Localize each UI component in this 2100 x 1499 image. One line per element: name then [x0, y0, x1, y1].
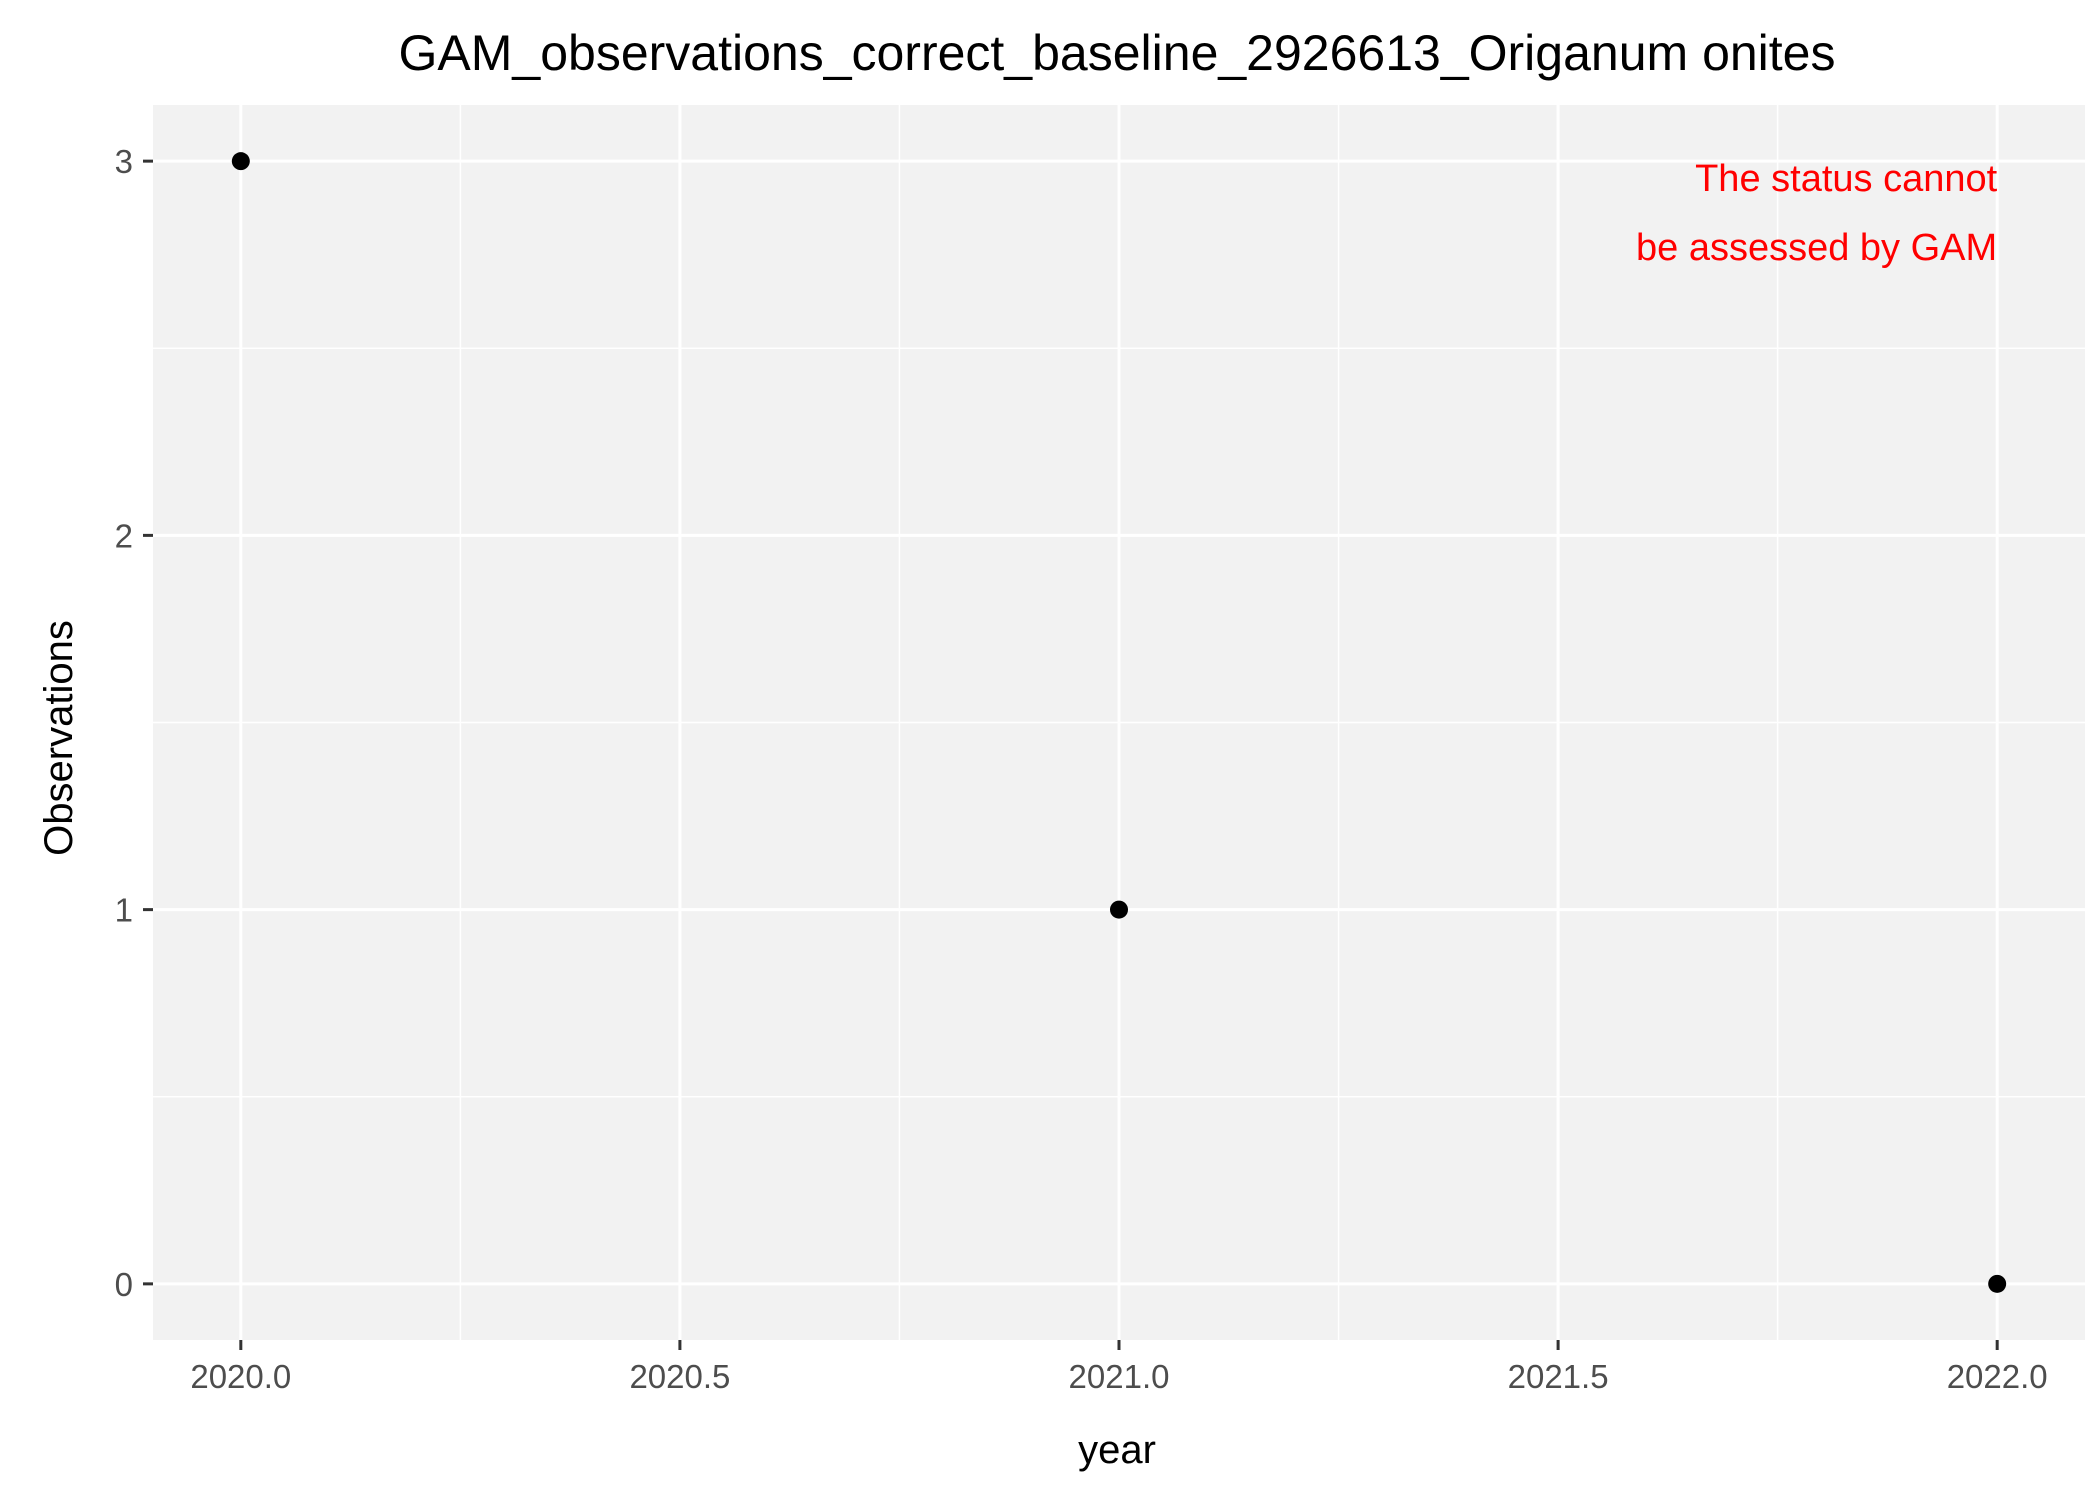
data-point — [231, 152, 250, 171]
x-tick-label: 2022.0 — [1947, 1358, 2048, 1395]
y-tick-label: 0 — [115, 1266, 133, 1303]
chart-title: GAM_observations_correct_baseline_292661… — [399, 25, 1836, 81]
data-point — [1988, 1274, 2007, 1293]
annotation-line: be assessed by GAM — [1636, 227, 1997, 269]
y-axis-label: Observations — [37, 620, 81, 856]
x-tick-label: 2020.0 — [190, 1358, 291, 1395]
x-axis: 2020.0 2020.5 2021.0 2021.5 2022.0 — [190, 1340, 2048, 1395]
major-gridlines — [153, 105, 2085, 1340]
data-points — [231, 152, 2007, 1293]
x-tick-label: 2021.5 — [1508, 1358, 1609, 1395]
y-tick-label: 2 — [115, 517, 133, 554]
status-annotation: The status cannot be assessed by GAM — [1636, 158, 1998, 269]
x-tick-label: 2020.5 — [629, 1358, 730, 1395]
y-tick-label: 1 — [115, 892, 133, 929]
data-point — [1110, 900, 1128, 919]
y-axis: 0 1 2 3 — [115, 143, 153, 1303]
y-tick-label: 3 — [115, 143, 133, 180]
annotation-line: The status cannot — [1695, 158, 1998, 200]
x-tick-label: 2021.0 — [1069, 1358, 1170, 1395]
x-axis-label: year — [1078, 1428, 1156, 1472]
